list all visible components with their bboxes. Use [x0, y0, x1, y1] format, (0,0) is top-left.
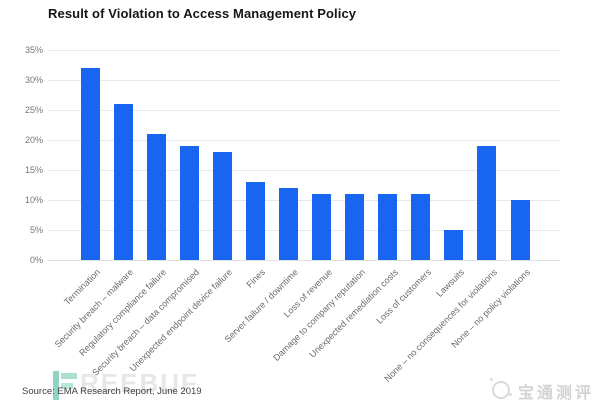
x-category-label: Unexpected remediation costs — [307, 267, 400, 360]
bar — [477, 146, 497, 260]
bar — [378, 194, 398, 260]
x-category-label: None – no consequences for violations — [382, 267, 500, 384]
brand-watermark-text: 宝通测评 — [518, 385, 595, 402]
brand-logo-icon — [492, 381, 510, 399]
bar — [345, 194, 365, 260]
y-tick-label: 30% — [24, 75, 43, 85]
bar — [245, 182, 265, 260]
y-tick-label: 20% — [24, 135, 43, 145]
y-tick-label: 25% — [24, 105, 43, 115]
bar — [312, 194, 332, 260]
bar — [212, 152, 232, 260]
y-tick-label: 0% — [29, 255, 43, 265]
freebuf-logo-icon — [53, 371, 59, 400]
y-tick-label: 15% — [24, 165, 43, 175]
x-category-label: Damage to company reputation — [270, 267, 367, 363]
x-category-label: Loss of customers — [374, 267, 433, 326]
gridline — [48, 200, 560, 201]
bar — [278, 188, 298, 260]
bar — [179, 146, 199, 260]
gridline — [48, 260, 560, 261]
y-tick-label: 10% — [24, 195, 43, 205]
brand-logo-icon — [509, 393, 512, 396]
freebuf-watermark-text: REEBUF — [80, 368, 199, 398]
gridline — [48, 110, 560, 111]
source-note: Source: EMA Research Report, June 2019 — [22, 386, 202, 397]
y-tick-label: 5% — [29, 225, 43, 235]
bar — [411, 194, 431, 260]
x-category-label: None – no policy violations — [449, 267, 533, 350]
brand-logo-icon — [490, 378, 493, 381]
gridline — [48, 80, 560, 81]
bar — [80, 68, 100, 260]
bar — [444, 230, 464, 260]
y-tick-label: 35% — [24, 45, 43, 55]
gridline — [48, 50, 560, 51]
freebuf-logo-icon — [61, 383, 73, 389]
chart-title: Result of Violation to Access Management… — [48, 6, 357, 21]
bar — [113, 104, 133, 260]
gridline — [48, 230, 560, 231]
bar — [510, 200, 530, 260]
gridline — [48, 170, 560, 171]
gridline — [48, 140, 560, 141]
x-category-label: Loss of revenue — [281, 267, 334, 320]
freebuf-logo-icon — [61, 373, 77, 379]
x-category-label: Lawsuits — [434, 267, 466, 299]
bar — [146, 134, 166, 260]
